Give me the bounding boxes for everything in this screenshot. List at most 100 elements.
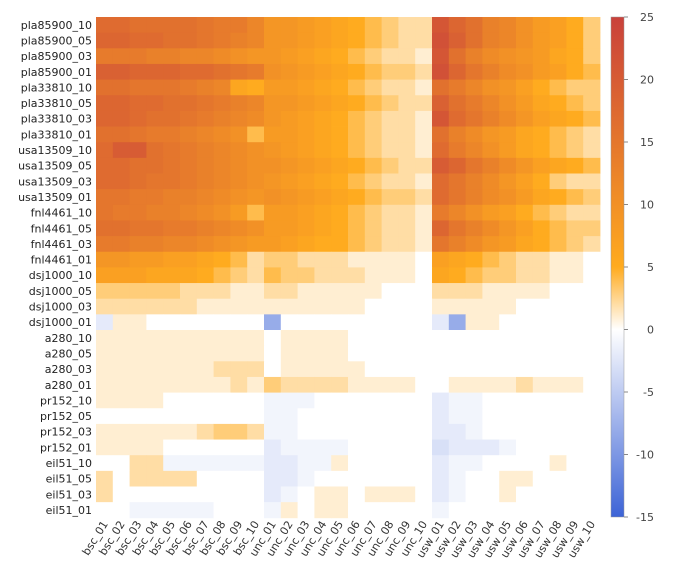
heatmap-cell-pla33810_05-unc_02 bbox=[280, 95, 298, 112]
heatmap-cell-fnl4461_03-bsc_05 bbox=[163, 236, 181, 253]
heatmap-cell-pr152_03-usw_10 bbox=[583, 423, 601, 440]
heatmap-cell-pla85900_10-usw_05 bbox=[499, 17, 517, 34]
heatmap-cell-usa13509_10-bsc_08 bbox=[213, 142, 231, 159]
heatmap-cell-usa13509_03-usw_08 bbox=[549, 173, 567, 190]
heatmap-cell-pr152_10-bsc_09 bbox=[230, 392, 248, 409]
heatmap-cell-usa13509_01-unc_08 bbox=[381, 189, 399, 206]
heatmap-cell-fnl4461_10-usw_06 bbox=[516, 204, 534, 221]
heatmap-cell-eil51_05-bsc_07 bbox=[196, 470, 214, 487]
heatmap-cell-eil51_01-unc_03 bbox=[297, 502, 315, 519]
heatmap-cell-a280_05-usw_05 bbox=[499, 345, 517, 362]
heatmap-cell-dsj1000_01-usw_10 bbox=[583, 314, 601, 331]
heatmap-cell-fnl4461_05-unc_01 bbox=[264, 220, 282, 237]
heatmap-cell-pla33810_05-bsc_05 bbox=[163, 95, 181, 112]
heatmap-cell-fnl4461_03-unc_07 bbox=[364, 236, 382, 253]
heatmap-cell-dsj1000_10-usw_03 bbox=[465, 267, 483, 284]
row-label: a280_01 bbox=[45, 379, 92, 392]
heatmap-cell-pr152_05-usw_09 bbox=[566, 408, 584, 425]
heatmap-cell-pla33810_05-unc_03 bbox=[297, 95, 315, 112]
heatmap-cell-pr152_05-bsc_05 bbox=[163, 408, 181, 425]
heatmap-cell-fnl4461_03-usw_09 bbox=[566, 236, 584, 253]
heatmap-cell-dsj1000_03-bsc_05 bbox=[163, 298, 181, 315]
heatmap-cell-dsj1000_01-unc_09 bbox=[398, 314, 416, 331]
heatmap-cell-eil51_01-bsc_06 bbox=[180, 502, 198, 519]
heatmap-cell-pla85900_05-unc_10 bbox=[415, 32, 433, 49]
heatmap-cell-usa13509_05-usw_04 bbox=[482, 157, 500, 174]
heatmap-cell-a280_01-bsc_10 bbox=[247, 376, 265, 393]
heatmap-cell-a280_01-usw_06 bbox=[516, 376, 534, 393]
row-label: fnl4461_05 bbox=[31, 222, 92, 235]
heatmap-cell-fnl4461_03-usw_03 bbox=[465, 236, 483, 253]
colorbar-tick-label: -15 bbox=[636, 511, 654, 524]
heatmap-cell-usa13509_05-unc_02 bbox=[280, 157, 298, 174]
heatmap-cell-a280_03-bsc_09 bbox=[230, 361, 248, 378]
heatmap-cell-dsj1000_10-unc_08 bbox=[381, 267, 399, 284]
heatmap-cell-pla33810_01-bsc_09 bbox=[230, 126, 248, 143]
heatmap-cell-fnl4461_05-unc_08 bbox=[381, 220, 399, 237]
heatmap-cell-a280_01-usw_08 bbox=[549, 376, 567, 393]
heatmap-cell-dsj1000_01-bsc_10 bbox=[247, 314, 265, 331]
heatmap-cell-eil51_10-unc_04 bbox=[314, 455, 332, 472]
heatmap-cell-dsj1000_01-bsc_04 bbox=[146, 314, 164, 331]
heatmap-cell-fnl4461_01-unc_07 bbox=[364, 251, 382, 268]
heatmap-cell-dsj1000_10-bsc_05 bbox=[163, 267, 181, 284]
heatmap-cell-eil51_05-bsc_05 bbox=[163, 470, 181, 487]
heatmap-cell-a280_03-bsc_01 bbox=[96, 361, 114, 378]
heatmap-cell-usa13509_05-usw_05 bbox=[499, 157, 517, 174]
heatmap-cell-pr152_10-usw_07 bbox=[532, 392, 550, 409]
heatmap-cell-eil51_05-unc_02 bbox=[280, 470, 298, 487]
heatmap-cell-pla33810_03-usw_09 bbox=[566, 110, 584, 127]
heatmap-cell-eil51_05-usw_09 bbox=[566, 470, 584, 487]
heatmap-cell-dsj1000_10-unc_09 bbox=[398, 267, 416, 284]
heatmap-cell-pla85900_05-usw_01 bbox=[432, 32, 450, 49]
heatmap-cell-dsj1000_03-bsc_01 bbox=[96, 298, 114, 315]
heatmap-cell-pla85900_05-unc_08 bbox=[381, 32, 399, 49]
heatmap-cell-fnl4461_01-usw_01 bbox=[432, 251, 450, 268]
heatmap-cell-pla85900_03-bsc_09 bbox=[230, 48, 248, 65]
heatmap-cell-eil51_01-unc_01 bbox=[264, 502, 282, 519]
heatmap-cell-pla85900_05-bsc_10 bbox=[247, 32, 265, 49]
row-label: fnl4461_01 bbox=[31, 254, 92, 267]
heatmap-cell-pr152_03-unc_05 bbox=[331, 423, 349, 440]
heatmap-cell-pla33810_01-usw_05 bbox=[499, 126, 517, 143]
heatmap-cell-a280_01-unc_01 bbox=[264, 376, 282, 393]
heatmap-cell-dsj1000_05-usw_08 bbox=[549, 283, 567, 300]
heatmap-cell-pla33810_01-unc_07 bbox=[364, 126, 382, 143]
heatmap-cell-usa13509_03-usw_10 bbox=[583, 173, 601, 190]
heatmap-cell-usa13509_05-usw_07 bbox=[532, 157, 550, 174]
heatmap-cell-pr152_10-unc_03 bbox=[297, 392, 315, 409]
heatmap-cell-a280_10-usw_04 bbox=[482, 330, 500, 347]
heatmap-cell-pla85900_05-usw_09 bbox=[566, 32, 584, 49]
heatmap-cell-a280_03-usw_10 bbox=[583, 361, 601, 378]
heatmap-cell-usa13509_10-bsc_03 bbox=[129, 142, 147, 159]
heatmap-cell-usa13509_01-bsc_06 bbox=[180, 189, 198, 206]
heatmap-cell-a280_05-usw_04 bbox=[482, 345, 500, 362]
heatmap-cell-pr152_03-bsc_05 bbox=[163, 423, 181, 440]
heatmap-cell-pr152_03-bsc_10 bbox=[247, 423, 265, 440]
heatmap-cell-pla85900_05-usw_07 bbox=[532, 32, 550, 49]
heatmap-cell-fnl4461_01-usw_04 bbox=[482, 251, 500, 268]
heatmap-cell-pla33810_05-usw_10 bbox=[583, 95, 601, 112]
heatmap-cell-pr152_05-bsc_03 bbox=[129, 408, 147, 425]
heatmap-cell-usa13509_10-usw_10 bbox=[583, 142, 601, 159]
heatmap-cell-usa13509_10-usw_04 bbox=[482, 142, 500, 159]
heatmap-cell-pla85900_10-usw_07 bbox=[532, 17, 550, 34]
heatmap-cell-eil51_05-bsc_10 bbox=[247, 470, 265, 487]
heatmap-cell-dsj1000_10-bsc_09 bbox=[230, 267, 248, 284]
heatmap-cell-a280_01-bsc_03 bbox=[129, 376, 147, 393]
heatmap-cell-a280_10-unc_06 bbox=[348, 330, 366, 347]
heatmap-cell-a280_05-unc_06 bbox=[348, 345, 366, 362]
heatmap-cell-fnl4461_03-bsc_04 bbox=[146, 236, 164, 253]
heatmap-cell-dsj1000_03-bsc_06 bbox=[180, 298, 198, 315]
colorbar-gradient bbox=[610, 16, 625, 518]
heatmap-cell-a280_05-bsc_10 bbox=[247, 345, 265, 362]
heatmap-cell-pr152_01-bsc_08 bbox=[213, 439, 231, 456]
heatmap-cell-pla85900_03-usw_04 bbox=[482, 48, 500, 65]
heatmap-cell-a280_05-bsc_02 bbox=[112, 345, 130, 362]
heatmap-cell-dsj1000_05-usw_03 bbox=[465, 283, 483, 300]
heatmap-cell-pr152_03-bsc_03 bbox=[129, 423, 147, 440]
row-label: dsj1000_03 bbox=[29, 301, 92, 314]
heatmap-cell-dsj1000_01-unc_01 bbox=[264, 314, 282, 331]
heatmap-cell-pla85900_01-unc_04 bbox=[314, 63, 332, 80]
heatmap-cell-a280_10-usw_07 bbox=[532, 330, 550, 347]
